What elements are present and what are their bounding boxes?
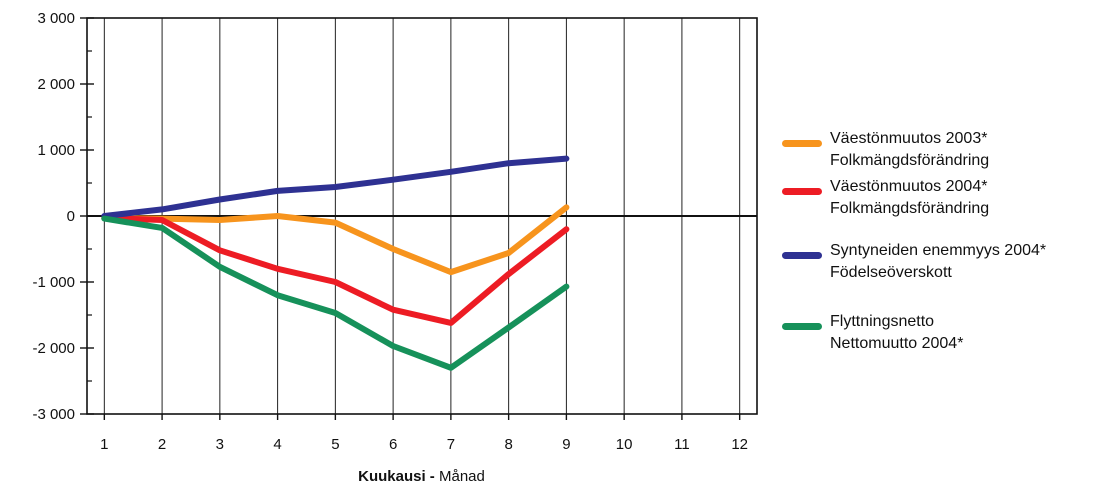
y-tick-label: 3 000	[37, 10, 75, 27]
series-line-1	[101, 204, 570, 276]
legend-label-line1: Flyttningsnetto	[830, 313, 935, 330]
legend-swatch	[782, 323, 822, 330]
legend-label: Syntyneiden enemmyys 2004* Födelseöversk…	[830, 240, 1046, 284]
x-tick-label: 7	[447, 436, 455, 453]
legend-label-line2: Födelseöverskott	[830, 264, 952, 281]
y-tick-label: -3 000	[32, 406, 75, 423]
legend: Väestönmuutos 2003* Folkmängdsförändring…	[782, 0, 1099, 488]
legend-label-line2: Folkmängdsförändring	[830, 200, 990, 217]
x-tick-label: 2	[158, 436, 166, 453]
series-line-2	[101, 215, 570, 326]
x-tick-label: 12	[731, 436, 748, 453]
x-tick-label: 8	[504, 436, 512, 453]
legend-swatch	[782, 252, 822, 259]
series-lines	[101, 155, 570, 371]
x-tick-label: 9	[562, 436, 570, 453]
x-tick-label: 3	[216, 436, 224, 453]
series-line-4	[101, 215, 570, 371]
legend-label: Väestönmuutos 2003* Folkmängdsförändring	[830, 128, 989, 172]
x-tick-label: 6	[389, 436, 397, 453]
legend-item-series-4: Flyttningsnetto Nettomuutto 2004*	[782, 311, 963, 355]
x-axis-title-normal: Månad	[438, 468, 485, 485]
y-tick-label: -1 000	[32, 274, 75, 291]
x-axis-title-bold: Kuukausi -	[358, 468, 435, 485]
legend-label-line1: Väestönmuutos 2003*	[830, 130, 988, 147]
y-tick-label: 1 000	[37, 142, 75, 159]
x-tick-label: 1	[100, 436, 108, 453]
legend-item-series-2: Väestönmuutos 2004* Folkmängdsförändring	[782, 176, 989, 220]
y-tick-label: -2 000	[32, 340, 75, 357]
legend-label-line2: Nettomuutto 2004*	[830, 335, 964, 352]
legend-label-line1: Syntyneiden enemmyys 2004*	[830, 242, 1047, 259]
legend-label: Flyttningsnetto Nettomuutto 2004*	[830, 311, 963, 355]
legend-label: Väestönmuutos 2004* Folkmängdsförändring	[830, 176, 989, 220]
y-tick-label: 2 000	[37, 76, 75, 93]
x-tick-label: 10	[616, 436, 633, 453]
x-tick-label: 5	[331, 436, 339, 453]
legend-label-line1: Väestönmuutos 2004*	[830, 178, 988, 195]
legend-item-series-1: Väestönmuutos 2003* Folkmängdsförändring	[782, 128, 989, 172]
x-axis-title: Kuukausi - Månad	[0, 468, 843, 485]
x-tick-label: 4	[273, 436, 281, 453]
y-tick-label: 0	[67, 208, 75, 225]
legend-item-series-3: Syntyneiden enemmyys 2004* Födelseöversk…	[782, 240, 1046, 284]
series-line-3	[101, 155, 570, 219]
x-tick-label: 11	[674, 436, 690, 453]
legend-swatch	[782, 140, 822, 147]
axes	[80, 17, 758, 420]
legend-swatch	[782, 188, 822, 195]
legend-label-line2: Folkmängdsförändring	[830, 152, 990, 169]
